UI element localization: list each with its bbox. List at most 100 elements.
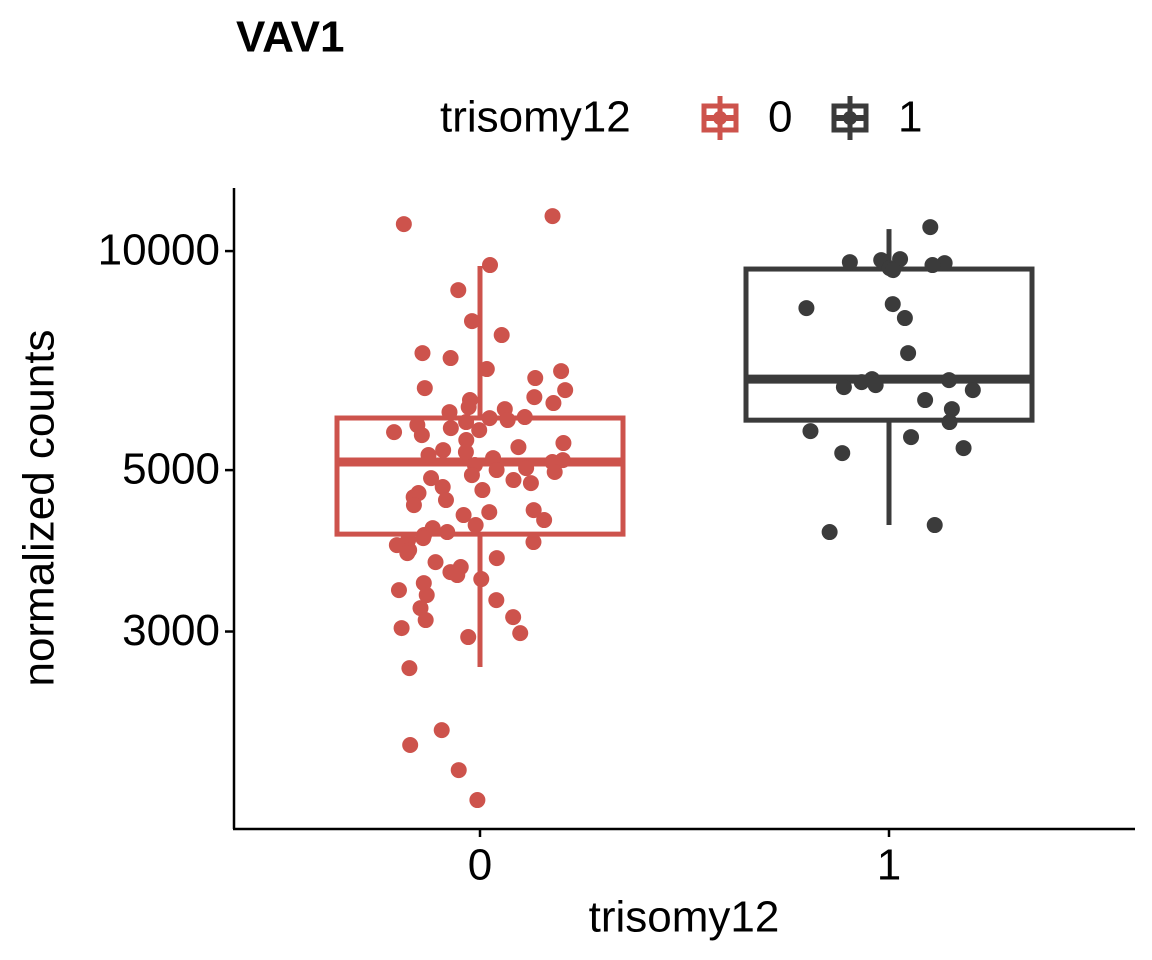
point: [467, 517, 484, 534]
y-tick-label: 10000: [98, 226, 220, 275]
point: [924, 257, 941, 274]
y-tick-label: 3000: [122, 606, 220, 655]
point: [941, 372, 958, 389]
y-axis-title: normalized counts: [15, 329, 64, 686]
point: [926, 517, 943, 534]
point: [463, 467, 480, 484]
point: [458, 432, 475, 449]
x-tick-label: 0: [468, 841, 492, 890]
point: [442, 350, 459, 367]
point: [434, 479, 451, 496]
point: [386, 424, 403, 441]
point: [557, 382, 574, 399]
point: [835, 379, 852, 396]
point: [442, 420, 459, 437]
point: [463, 313, 480, 330]
point: [505, 472, 522, 489]
point: [505, 609, 522, 626]
point: [455, 507, 472, 524]
point: [936, 255, 953, 272]
point: [553, 363, 570, 380]
point: [917, 392, 934, 409]
point: [427, 554, 444, 571]
point: [474, 482, 491, 499]
point: [499, 412, 516, 429]
point: [414, 345, 431, 362]
point: [412, 600, 429, 617]
legend-label: 0: [768, 93, 792, 142]
point: [405, 497, 422, 514]
point: [867, 377, 884, 394]
point: [834, 445, 851, 462]
point: [510, 439, 527, 456]
legend-key: [713, 111, 727, 125]
chart-title: VAV1: [236, 13, 344, 62]
point: [457, 444, 474, 461]
point: [402, 736, 419, 753]
point: [471, 422, 488, 439]
point: [821, 524, 838, 541]
point: [545, 395, 562, 412]
point: [941, 414, 958, 431]
x-axis-title: trisomy12: [589, 893, 780, 942]
point: [512, 625, 529, 642]
point: [488, 462, 505, 479]
point: [416, 380, 433, 397]
point: [473, 571, 490, 588]
point: [413, 427, 430, 444]
point: [437, 492, 454, 509]
legend-label: 1: [898, 93, 922, 142]
y-tick-label: 5000: [122, 445, 220, 494]
box: [334, 415, 626, 537]
point: [417, 612, 434, 629]
point: [441, 404, 458, 421]
point: [458, 414, 475, 431]
point: [525, 502, 542, 519]
point: [481, 504, 498, 521]
point: [903, 429, 920, 446]
point: [478, 361, 495, 378]
point: [460, 629, 477, 646]
point: [415, 575, 432, 592]
point: [527, 370, 544, 387]
legend-title: trisomy12: [440, 93, 631, 142]
point: [493, 327, 510, 344]
point: [390, 582, 407, 599]
point: [399, 545, 416, 562]
point: [526, 389, 543, 406]
point: [450, 762, 467, 779]
point: [420, 447, 437, 464]
point: [525, 534, 542, 551]
point: [401, 660, 418, 677]
point: [435, 442, 452, 459]
point: [481, 410, 498, 427]
point: [395, 216, 412, 233]
point: [964, 382, 981, 399]
point: [423, 470, 440, 487]
point: [415, 530, 432, 547]
point: [544, 208, 561, 225]
point: [418, 587, 435, 604]
point: [853, 374, 870, 391]
point: [393, 620, 410, 637]
point: [896, 310, 913, 327]
point: [460, 399, 477, 416]
point: [555, 435, 572, 452]
point: [482, 257, 499, 274]
point: [798, 300, 815, 317]
point: [469, 792, 486, 809]
point: [518, 460, 535, 477]
point: [900, 345, 917, 362]
point: [884, 296, 901, 313]
box: [743, 266, 1035, 423]
legend-key: [843, 111, 857, 125]
point: [450, 282, 467, 299]
point: [488, 592, 505, 609]
point: [433, 722, 450, 739]
point: [439, 524, 456, 541]
point: [955, 440, 972, 457]
x-tick-label: 1: [877, 841, 901, 890]
point: [536, 512, 553, 529]
point: [841, 254, 858, 271]
